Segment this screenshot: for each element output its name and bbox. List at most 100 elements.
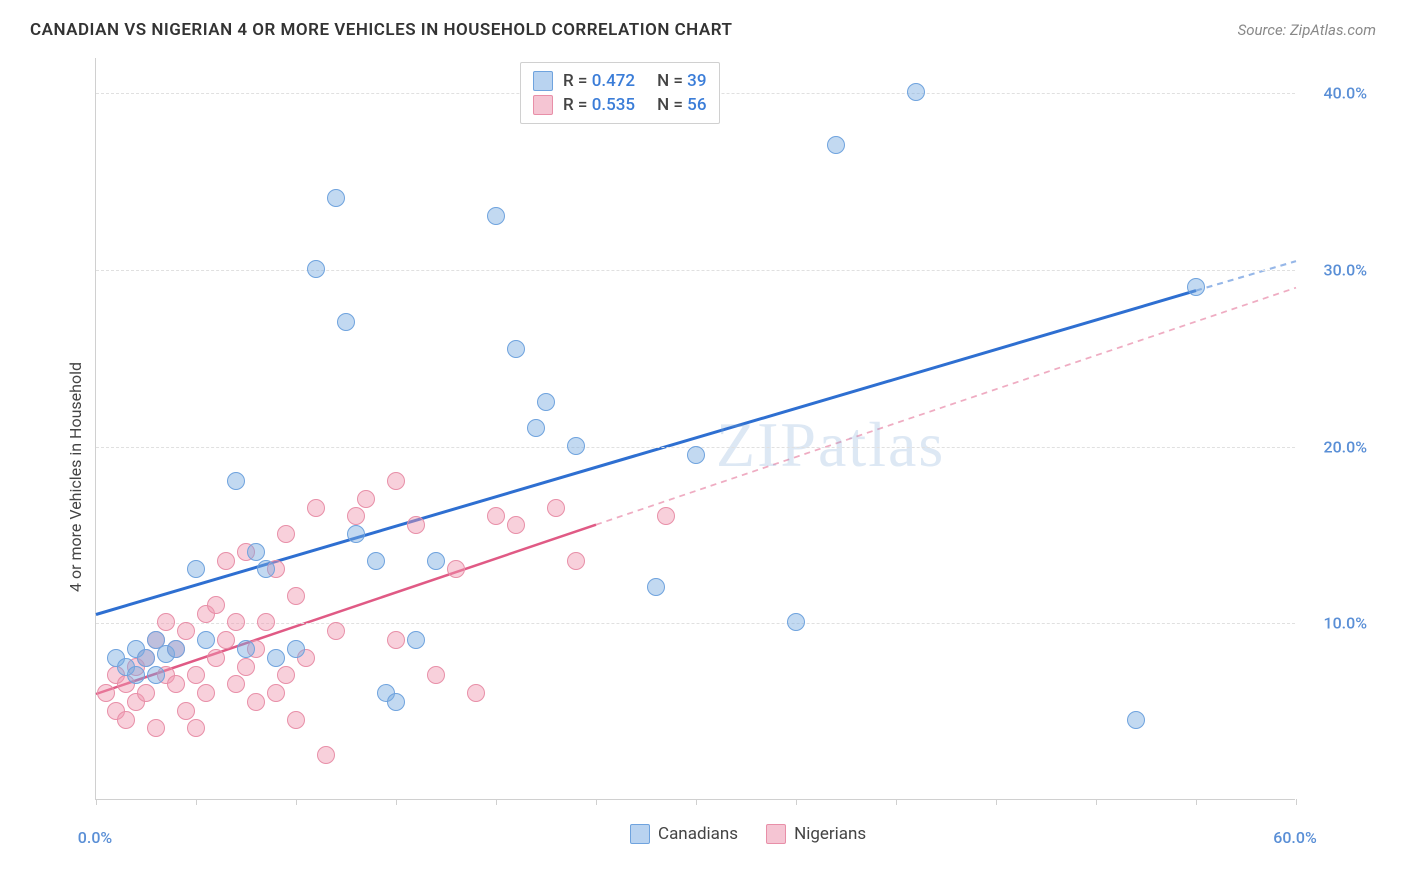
scatter-point-nigerians bbox=[287, 587, 305, 605]
legend-label: Nigerians bbox=[794, 824, 866, 844]
scatter-point-nigerians bbox=[97, 684, 115, 702]
scatter-point-canadians bbox=[687, 446, 705, 464]
xtick-label: 0.0% bbox=[78, 828, 112, 847]
scatter-point-nigerians bbox=[147, 719, 165, 737]
xtick bbox=[496, 799, 497, 805]
scatter-point-nigerians bbox=[307, 499, 325, 517]
scatter-point-nigerians bbox=[257, 613, 275, 631]
scatter-point-nigerians bbox=[447, 560, 465, 578]
xtick bbox=[1296, 799, 1297, 805]
n-label: N = 56 bbox=[657, 95, 706, 115]
scatter-point-nigerians bbox=[387, 631, 405, 649]
scatter-point-nigerians bbox=[277, 666, 295, 684]
scatter-point-nigerians bbox=[247, 693, 265, 711]
scatter-point-canadians bbox=[907, 83, 925, 101]
scatter-point-canadians bbox=[307, 260, 325, 278]
scatter-point-nigerians bbox=[347, 507, 365, 525]
scatter-point-canadians bbox=[387, 693, 405, 711]
scatter-point-nigerians bbox=[137, 684, 155, 702]
scatter-point-nigerians bbox=[167, 675, 185, 693]
scatter-point-canadians bbox=[487, 207, 505, 225]
scatter-point-nigerians bbox=[217, 631, 235, 649]
scatter-point-canadians bbox=[327, 189, 345, 207]
scatter-point-nigerians bbox=[227, 613, 245, 631]
xtick bbox=[96, 799, 97, 805]
scatter-point-canadians bbox=[347, 525, 365, 543]
ytick-label: 40.0% bbox=[1323, 84, 1367, 103]
scatter-point-canadians bbox=[407, 631, 425, 649]
chart-header: CANADIAN VS NIGERIAN 4 OR MORE VEHICLES … bbox=[0, 0, 1406, 50]
swatch-nigerians-icon bbox=[766, 824, 786, 844]
xtick bbox=[1096, 799, 1097, 805]
chart-container: ZIPatlas 10.0%20.0%30.0%40.0% 4 or more … bbox=[60, 58, 1380, 858]
ytick-label: 10.0% bbox=[1323, 614, 1367, 633]
scatter-point-canadians bbox=[147, 666, 165, 684]
scatter-point-canadians bbox=[367, 552, 385, 570]
xtick bbox=[1196, 799, 1197, 805]
scatter-point-nigerians bbox=[547, 499, 565, 517]
scatter-point-nigerians bbox=[237, 658, 255, 676]
xtick bbox=[796, 799, 797, 805]
scatter-point-nigerians bbox=[187, 719, 205, 737]
gridline bbox=[96, 270, 1295, 271]
scatter-point-canadians bbox=[567, 437, 585, 455]
scatter-point-nigerians bbox=[277, 525, 295, 543]
xtick bbox=[696, 799, 697, 805]
n-label: N = 39 bbox=[657, 71, 706, 91]
scatter-point-nigerians bbox=[487, 507, 505, 525]
xtick bbox=[596, 799, 597, 805]
chart-title: CANADIAN VS NIGERIAN 4 OR MORE VEHICLES … bbox=[30, 20, 732, 40]
scatter-point-nigerians bbox=[207, 596, 225, 614]
scatter-point-nigerians bbox=[507, 516, 525, 534]
legend-stats-row-nigerians: R = 0.535 N = 56 bbox=[533, 93, 707, 117]
r-label: R = 0.535 bbox=[563, 95, 635, 115]
scatter-point-nigerians bbox=[267, 684, 285, 702]
scatter-point-canadians bbox=[337, 313, 355, 331]
legend-item-nigerians: Nigerians bbox=[766, 824, 866, 844]
xtick bbox=[396, 799, 397, 805]
scatter-point-nigerians bbox=[567, 552, 585, 570]
r-label: R = 0.472 bbox=[563, 71, 635, 91]
scatter-point-nigerians bbox=[177, 622, 195, 640]
scatter-point-nigerians bbox=[427, 666, 445, 684]
scatter-point-canadians bbox=[537, 393, 555, 411]
scatter-point-canadians bbox=[257, 560, 275, 578]
scatter-point-nigerians bbox=[227, 675, 245, 693]
scatter-point-nigerians bbox=[467, 684, 485, 702]
plot-area: ZIPatlas 10.0%20.0%30.0%40.0% bbox=[95, 58, 1295, 800]
scatter-point-canadians bbox=[527, 419, 545, 437]
watermark: ZIPatlas bbox=[716, 408, 945, 482]
scatter-point-nigerians bbox=[657, 507, 675, 525]
xtick-label: 60.0% bbox=[1273, 828, 1317, 847]
scatter-point-canadians bbox=[187, 560, 205, 578]
xtick bbox=[996, 799, 997, 805]
trendline-extension bbox=[1196, 261, 1296, 290]
scatter-point-nigerians bbox=[197, 684, 215, 702]
swatch-canadians-icon bbox=[533, 71, 553, 91]
legend-label: Canadians bbox=[658, 824, 738, 844]
xtick bbox=[196, 799, 197, 805]
xtick bbox=[296, 799, 297, 805]
scatter-point-canadians bbox=[197, 631, 215, 649]
swatch-nigerians-icon bbox=[533, 95, 553, 115]
scatter-point-nigerians bbox=[407, 516, 425, 534]
ytick-label: 30.0% bbox=[1323, 261, 1367, 280]
scatter-point-canadians bbox=[237, 640, 255, 658]
ytick-label: 20.0% bbox=[1323, 437, 1367, 456]
scatter-point-nigerians bbox=[317, 746, 335, 764]
scatter-point-canadians bbox=[127, 666, 145, 684]
y-axis-label: 4 or more Vehicles in Household bbox=[66, 362, 85, 592]
legend-stats-box: R = 0.472 N = 39 R = 0.535 N = 56 bbox=[520, 62, 720, 124]
xtick bbox=[896, 799, 897, 805]
scatter-point-nigerians bbox=[177, 702, 195, 720]
scatter-point-nigerians bbox=[327, 622, 345, 640]
legend-series: Canadians Nigerians bbox=[630, 824, 866, 844]
scatter-point-canadians bbox=[267, 649, 285, 667]
scatter-point-canadians bbox=[1127, 711, 1145, 729]
scatter-point-nigerians bbox=[387, 472, 405, 490]
scatter-point-nigerians bbox=[117, 711, 135, 729]
scatter-point-canadians bbox=[247, 543, 265, 561]
scatter-point-nigerians bbox=[357, 490, 375, 508]
scatter-point-canadians bbox=[827, 136, 845, 154]
scatter-point-nigerians bbox=[217, 552, 235, 570]
